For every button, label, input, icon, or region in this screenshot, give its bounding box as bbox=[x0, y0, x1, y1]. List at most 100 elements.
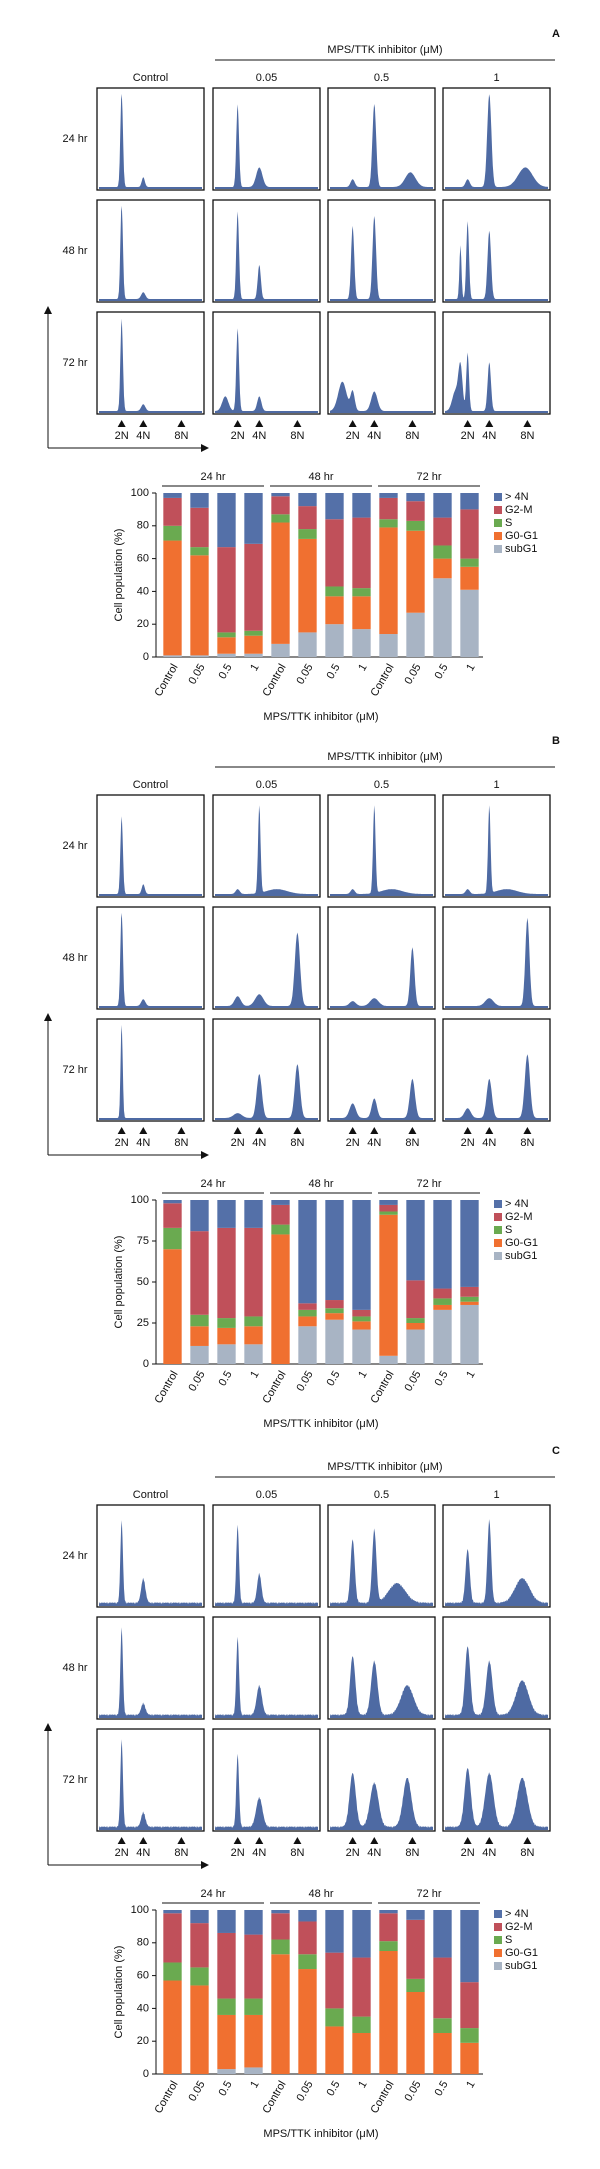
bar-segment bbox=[271, 514, 290, 523]
ploidy-label: 2N bbox=[231, 430, 245, 442]
ploidy-label: 8N bbox=[290, 1847, 304, 1859]
ploidy-arrow bbox=[370, 420, 379, 427]
bar-segment bbox=[298, 1200, 317, 1304]
legend-label: G0-G1 bbox=[505, 1237, 538, 1249]
legend-label: S bbox=[505, 517, 512, 529]
bar-segment bbox=[298, 538, 317, 633]
group-label: 48 hr bbox=[308, 1888, 333, 1900]
ploidy-arrow bbox=[139, 420, 148, 427]
ploidy-arrow bbox=[408, 420, 417, 427]
bar-segment bbox=[379, 1941, 398, 1951]
bar-segment bbox=[271, 1234, 290, 1364]
ploidy-label: 4N bbox=[136, 430, 150, 442]
ploidy-arrow bbox=[485, 1837, 494, 1844]
legend-swatch bbox=[494, 1200, 502, 1208]
x-tick-label: 1 bbox=[356, 662, 369, 673]
bar-segment bbox=[433, 558, 452, 579]
legend-label: subG1 bbox=[505, 1250, 537, 1262]
bar-segment bbox=[217, 632, 236, 638]
bar-segment bbox=[163, 1200, 182, 1204]
y-tick-label: 0 bbox=[143, 2068, 149, 2080]
bar-segment bbox=[298, 1303, 317, 1310]
ploidy-arrow bbox=[255, 1837, 264, 1844]
column-header: Control bbox=[133, 779, 168, 791]
row-label: 72 hr bbox=[62, 357, 87, 369]
bar-segment bbox=[379, 1910, 398, 1914]
x-tick-label: 0.05 bbox=[187, 1369, 208, 1394]
histogram-frame bbox=[327, 199, 436, 303]
histogram bbox=[330, 1078, 433, 1120]
bar-segment bbox=[217, 1932, 236, 1999]
bar-segment bbox=[190, 1231, 209, 1315]
x-tick-label: 0.05 bbox=[187, 2079, 208, 2104]
histogram-frame bbox=[212, 199, 321, 303]
ploidy-label: 2N bbox=[231, 1847, 245, 1859]
row-label: 72 hr bbox=[62, 1064, 87, 1076]
histogram-frame bbox=[96, 199, 205, 303]
row-label: 24 hr bbox=[62, 133, 87, 145]
ploidy-label: 4N bbox=[367, 430, 381, 442]
x-tick-label: Control bbox=[260, 662, 288, 699]
bar-segment bbox=[271, 1204, 290, 1225]
ploidy-arrow bbox=[408, 1127, 417, 1134]
x-tick-label: 0.5 bbox=[433, 662, 451, 681]
bar-segment bbox=[460, 1286, 479, 1297]
histogram-frame bbox=[327, 1728, 436, 1832]
x-tick-label: 0.5 bbox=[217, 2079, 235, 2098]
bar-segment bbox=[325, 1308, 344, 1314]
bar-segment bbox=[217, 2014, 236, 2070]
bar-segment bbox=[271, 493, 290, 497]
histogram-frame bbox=[442, 794, 551, 898]
row-label: 48 hr bbox=[62, 1662, 87, 1674]
bar-segment bbox=[406, 612, 425, 657]
ploidy-arrow bbox=[139, 1127, 148, 1134]
x-tick-label: 1 bbox=[248, 1369, 261, 1380]
legend-label: > 4N bbox=[505, 1198, 529, 1210]
bar-segment bbox=[325, 1300, 344, 1309]
bar-segment bbox=[406, 501, 425, 521]
bar-segment bbox=[217, 547, 236, 633]
bar-segment bbox=[379, 1355, 398, 1364]
bar-segment bbox=[406, 530, 425, 613]
ploidy-label: 4N bbox=[252, 1847, 266, 1859]
bar-segment bbox=[406, 1280, 425, 1319]
ploidy-label: 2N bbox=[461, 1847, 475, 1859]
histogram-frame bbox=[327, 1616, 436, 1720]
bar-segment bbox=[271, 1939, 290, 1955]
bar-segment bbox=[217, 1344, 236, 1364]
bar-segment bbox=[379, 1951, 398, 2074]
bar-segment bbox=[217, 493, 236, 548]
bar-segment bbox=[433, 493, 452, 518]
bar-segment bbox=[406, 1992, 425, 2074]
bar-segment bbox=[163, 1203, 182, 1228]
histogram bbox=[445, 352, 548, 413]
treatment-header: MPS/TTK inhibitor (μM) bbox=[327, 751, 442, 763]
column-header: 0.5 bbox=[374, 72, 389, 84]
bar-segment bbox=[460, 1296, 479, 1302]
bar-segment bbox=[352, 1329, 371, 1364]
y-tick-label: 100 bbox=[131, 487, 149, 499]
panel-label: A bbox=[552, 28, 560, 40]
bar-segment bbox=[244, 1200, 263, 1228]
bar-segment bbox=[352, 1316, 371, 1322]
x-tick-label: 0.5 bbox=[433, 1369, 451, 1388]
y-tick-label: 100 bbox=[131, 1194, 149, 1206]
bar-segment bbox=[460, 566, 479, 590]
bar-segment bbox=[379, 493, 398, 498]
bar-segment bbox=[217, 1910, 236, 1933]
bar-segment bbox=[163, 493, 182, 498]
x-tick-label: 0.05 bbox=[295, 1369, 316, 1394]
histogram-frame bbox=[96, 1728, 205, 1832]
bar-segment bbox=[298, 632, 317, 657]
arrow-head bbox=[44, 306, 52, 314]
bar-segment bbox=[406, 1329, 425, 1364]
bar-segment bbox=[433, 2033, 452, 2074]
y-tick-label: 0 bbox=[143, 1358, 149, 1370]
bar-segment bbox=[190, 1910, 209, 1924]
x-tick-label: 0.5 bbox=[325, 662, 343, 681]
bar-segment bbox=[217, 1318, 236, 1328]
legend-swatch bbox=[494, 1962, 502, 1970]
bar-segment bbox=[298, 1910, 317, 1922]
column-header: Control bbox=[133, 72, 168, 84]
